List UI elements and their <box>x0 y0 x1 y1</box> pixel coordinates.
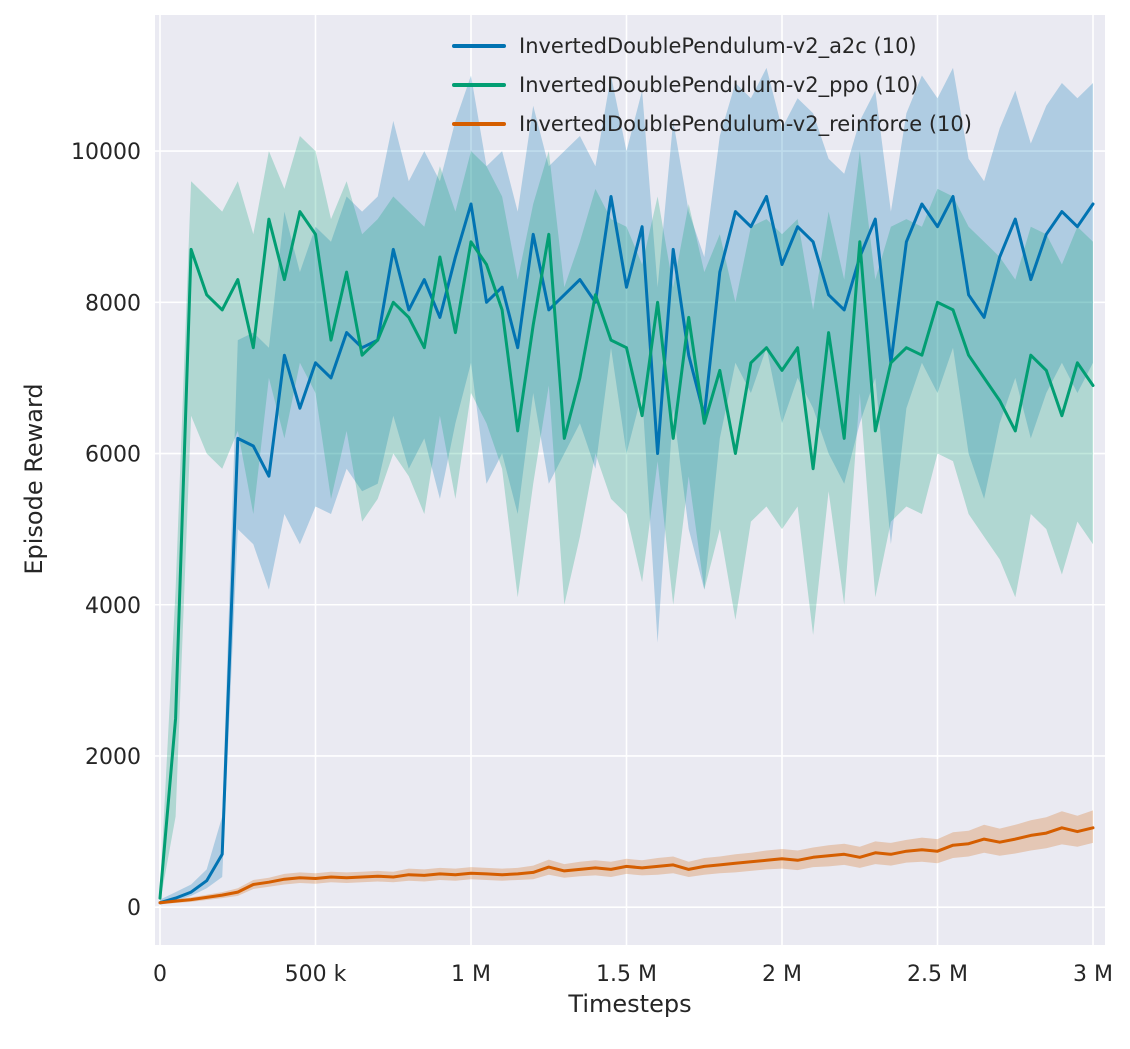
x-tick-label: 2.5 M <box>907 962 968 987</box>
y-tick-label: 10000 <box>71 140 141 165</box>
x-axis-label: Timesteps <box>568 990 692 1018</box>
series-band-ppo <box>160 136 1093 903</box>
legend-line-a2c-icon <box>452 44 506 48</box>
plot-area <box>155 15 1105 945</box>
x-tick-label: 1 M <box>451 962 491 987</box>
series-line-a2c <box>158 195 1095 905</box>
legend-item-ppo: InvertedDoublePendulum-v2_ppo (10) <box>452 71 972 99</box>
legend-line-ppo-icon <box>452 83 506 87</box>
series-line-reinforce <box>158 826 1095 905</box>
legend-item-a2c: InvertedDoublePendulum-v2_a2c (10) <box>452 32 972 60</box>
legend-label-a2c: InvertedDoublePendulum-v2_a2c (10) <box>519 34 917 58</box>
legend-label-ppo: InvertedDoublePendulum-v2_ppo (10) <box>519 73 919 97</box>
series-band-reinforce <box>160 810 1093 905</box>
y-tick-label: 2000 <box>85 745 141 770</box>
legend-line-reinforce-icon <box>452 122 506 126</box>
x-tick-label: 0 <box>153 962 167 987</box>
x-tick-label: 500 k <box>285 962 347 987</box>
y-tick-label: 6000 <box>85 443 141 468</box>
y-tick-label: 4000 <box>85 594 141 619</box>
series-band-a2c <box>160 67 1093 905</box>
legend: InvertedDoublePendulum-v2_a2c (10) Inver… <box>452 32 972 138</box>
series-line-ppo <box>158 210 1095 900</box>
y-tick-label: 0 <box>127 896 141 921</box>
y-tick-label: 8000 <box>85 291 141 316</box>
y-axis-label: Episode Reward <box>20 383 48 575</box>
x-tick-label: 3 M <box>1073 962 1113 987</box>
legend-item-reinforce: InvertedDoublePendulum-v2_reinforce (10) <box>452 110 972 138</box>
x-tick-label: 1.5 M <box>596 962 657 987</box>
legend-label-reinforce: InvertedDoublePendulum-v2_reinforce (10) <box>519 112 972 136</box>
x-tick-label: 2 M <box>762 962 802 987</box>
